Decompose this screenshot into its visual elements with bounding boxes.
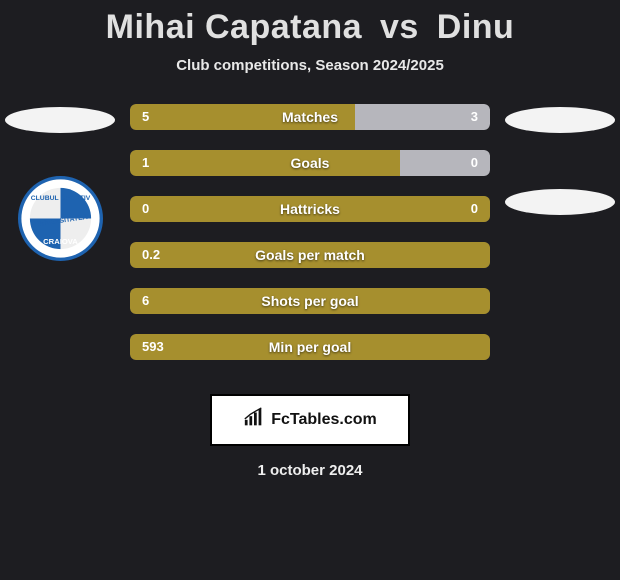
right-badges-column (500, 94, 620, 258)
player2-club-placeholder (505, 176, 615, 228)
player1-flag-placeholder (5, 94, 115, 146)
stat-value-left: 5 (142, 104, 149, 130)
stat-row: Matches5 3 (130, 104, 490, 130)
player2-name: Dinu (437, 8, 515, 46)
player1-name: Mihai Capatana (106, 8, 362, 46)
stat-value-right: 3 (471, 104, 478, 130)
craiova-badge-icon: CLUBUL SPORTIV CRAIOVA UNIVERSITATEA (18, 176, 103, 261)
stat-value-left: 0 (142, 196, 149, 222)
svg-text:CLUBUL SPORTIV: CLUBUL SPORTIV (30, 195, 90, 202)
stat-row: Goals1 0 (130, 150, 490, 176)
footer-date: 1 october 2024 (0, 462, 620, 479)
stat-label: Goals (130, 150, 490, 176)
branding-box: FcTables.com (210, 394, 410, 446)
branding-text: FcTables.com (271, 411, 377, 429)
subtitle: Club competitions, Season 2024/2025 (0, 57, 620, 74)
stat-row: Min per goal593 (130, 334, 490, 360)
player2-flag-placeholder-ellipse (505, 107, 615, 133)
page-title: Mihai Capatana vs Dinu (0, 0, 620, 47)
player2-club-placeholder-ellipse (505, 189, 615, 215)
stat-value-left: 0.2 (142, 242, 160, 268)
stat-row: Hattricks0 0 (130, 196, 490, 222)
bar-chart-icon (243, 407, 265, 434)
stat-label: Shots per goal (130, 288, 490, 314)
stat-value-left: 593 (142, 334, 164, 360)
stat-label: Matches (130, 104, 490, 130)
title-vs: vs (372, 8, 427, 46)
player1-club-craiova: CLUBUL SPORTIV CRAIOVA UNIVERSITATEA (5, 176, 115, 261)
stat-value-right: 0 (471, 150, 478, 176)
stat-label: Min per goal (130, 334, 490, 360)
left-badges-column: CLUBUL SPORTIV CRAIOVA UNIVERSITATEA (0, 94, 120, 291)
svg-text:CRAIOVA: CRAIOVA (43, 237, 78, 246)
stat-row: Shots per goal6 (130, 288, 490, 314)
stat-bars: Matches53Goals10Hattricks00Goals per mat… (130, 104, 490, 380)
stat-label: Goals per match (130, 242, 490, 268)
comparison-panel: CLUBUL SPORTIV CRAIOVA UNIVERSITATEA Mat… (0, 104, 620, 384)
stat-value-left: 6 (142, 288, 149, 314)
player1-flag-placeholder-ellipse (5, 107, 115, 133)
stat-value-left: 1 (142, 150, 149, 176)
stat-label: Hattricks (130, 196, 490, 222)
stat-row: Goals per match0.2 (130, 242, 490, 268)
stat-value-right: 0 (471, 196, 478, 222)
player2-flag-placeholder (505, 94, 615, 146)
